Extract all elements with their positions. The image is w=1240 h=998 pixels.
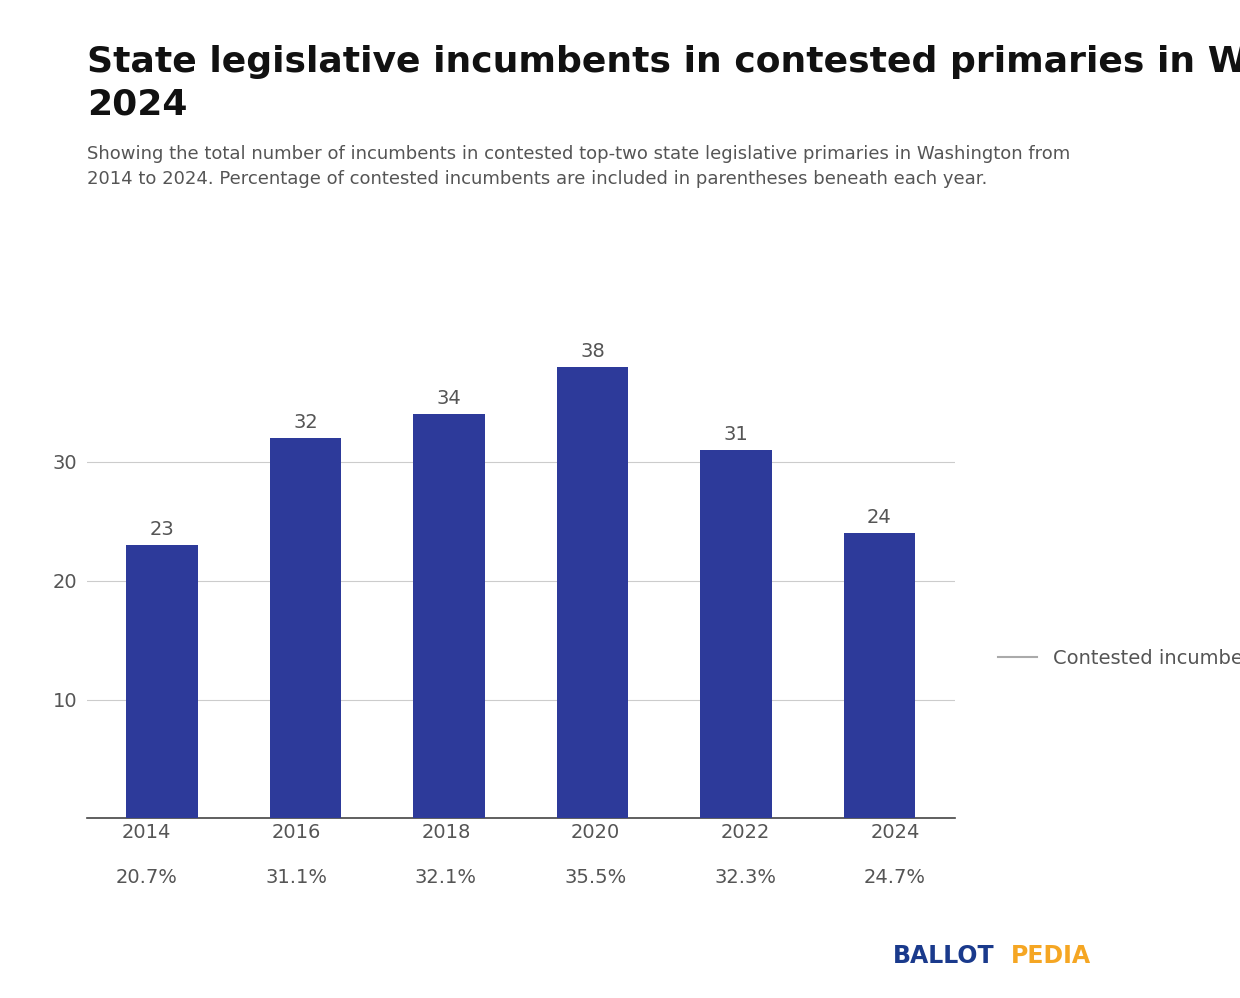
Bar: [557, 367, 629, 818]
Bar: [270, 438, 341, 818]
Text: 38: 38: [580, 342, 605, 361]
Text: 2018: 2018: [422, 823, 471, 842]
Text: 2020: 2020: [570, 823, 620, 842]
Text: 2014: 2014: [122, 823, 171, 842]
Text: Showing the total number of incumbents in contested top-two state legislative pr: Showing the total number of incumbents i…: [87, 145, 1070, 188]
Text: 32.1%: 32.1%: [415, 868, 477, 887]
Text: PEDIA: PEDIA: [1011, 944, 1091, 968]
Text: 20.7%: 20.7%: [115, 868, 177, 887]
Bar: [413, 414, 485, 818]
Legend: Contested incumbents: Contested incumbents: [991, 642, 1240, 676]
Text: 31: 31: [724, 425, 749, 444]
Text: State legislative incumbents in contested primaries in Washington, 2014-
2024: State legislative incumbents in conteste…: [87, 45, 1240, 121]
Text: 23: 23: [150, 520, 175, 539]
Text: 24: 24: [867, 508, 892, 527]
Text: 32: 32: [293, 413, 317, 432]
Text: 24.7%: 24.7%: [864, 868, 926, 887]
Text: 31.1%: 31.1%: [265, 868, 327, 887]
Text: 34: 34: [436, 389, 461, 408]
Bar: [701, 450, 771, 818]
Text: 35.5%: 35.5%: [564, 868, 626, 887]
Text: 2022: 2022: [720, 823, 770, 842]
Bar: [843, 533, 915, 818]
Text: 2016: 2016: [272, 823, 321, 842]
Text: 2024: 2024: [870, 823, 920, 842]
Text: BALLOT: BALLOT: [893, 944, 994, 968]
Bar: [126, 545, 198, 818]
Text: 32.3%: 32.3%: [714, 868, 776, 887]
